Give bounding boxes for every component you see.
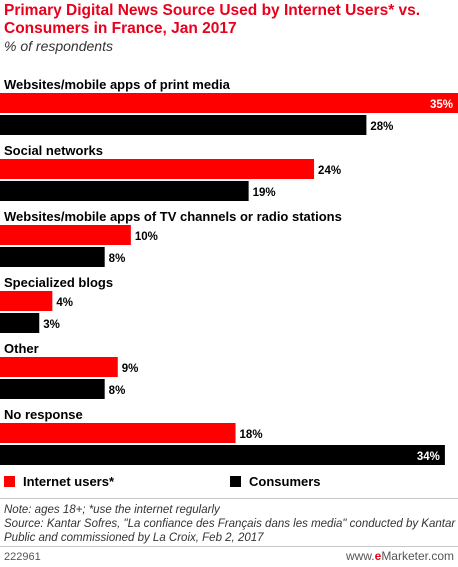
category-label-specialized-blogs: Specialized blogs [4, 275, 113, 290]
footnote: Note: ages 18+; *use the internet regula… [4, 503, 456, 545]
category-label-websites-mobile-apps-of-tv-channels-or-radio-stations: Websites/mobile apps of TV channels or r… [4, 209, 342, 224]
value-label-consumers-websites-mobile-apps-of-print-media: 28% [370, 121, 393, 133]
bar-internet-users-websites-mobile-apps-of-print-media [0, 93, 458, 113]
value-label-internet-users-other: 9% [122, 363, 139, 375]
category-label-no-response: No response [4, 407, 83, 422]
chart-id: 222961 [4, 551, 41, 563]
value-label-consumers-no-response: 34% [417, 451, 440, 463]
note-text: Note: ages 18+; *use the internet regula… [4, 504, 220, 516]
bar-internet-users-other [0, 357, 118, 377]
chart-subtitle: % of respondents [4, 38, 113, 54]
brand-e: e [374, 549, 382, 563]
divider-top [0, 498, 458, 499]
bar-chart: Websites/mobile apps of print media 35% 28… [0, 77, 458, 465]
emarketer-logo: www.eMarketer.com [346, 549, 454, 563]
value-label-consumers-specialized-blogs: 3% [43, 319, 60, 331]
value-label-internet-users-no-response: 18% [240, 429, 263, 441]
legend-swatch-consumers [230, 476, 241, 487]
bar-consumers-websites-mobile-apps-of-tv-channels-or-radio-stations [0, 247, 105, 267]
category-label-social-networks: Social networks [4, 143, 103, 158]
brand-prefix: www. [345, 549, 375, 563]
legend-item-internet-users: Internet users* [4, 474, 114, 489]
bar-consumers-social-networks [0, 181, 249, 201]
chart-title: Primary Digital News Source Used by Inte… [4, 2, 421, 37]
value-label-internet-users-websites-mobile-apps-of-tv-channels-or-radio-stations: 10% [135, 231, 158, 243]
bar-internet-users-no-response [0, 423, 236, 443]
value-label-consumers-websites-mobile-apps-of-tv-channels-or-radio-stations: 8% [109, 253, 126, 265]
legend-label-consumers: Consumers [249, 474, 321, 489]
bar-consumers-other [0, 379, 105, 399]
brand-suffix: Marketer.com [381, 549, 454, 563]
value-label-consumers-social-networks: 19% [253, 187, 276, 199]
bar-internet-users-websites-mobile-apps-of-tv-channels-or-radio-stations [0, 225, 131, 245]
category-label-websites-mobile-apps-of-print-media: Websites/mobile apps of print media [4, 77, 231, 92]
bar-consumers-no-response [0, 445, 445, 465]
bar-consumers-websites-mobile-apps-of-print-media [0, 115, 367, 135]
category-label-other: Other [4, 341, 39, 356]
source-text: Source: Kantar Sofres, "La confiance des… [4, 518, 456, 544]
value-label-internet-users-websites-mobile-apps-of-print-media: 35% [430, 99, 453, 111]
value-label-internet-users-specialized-blogs: 4% [56, 297, 73, 309]
legend-item-consumers: Consumers [230, 474, 321, 489]
value-label-consumers-other: 8% [109, 385, 126, 397]
bar-internet-users-social-networks [0, 159, 315, 179]
legend-swatch-internet-users [4, 476, 15, 487]
chart-legend: Internet users* Consumers [0, 474, 458, 494]
value-label-internet-users-social-networks: 24% [318, 165, 341, 177]
divider-bottom [0, 546, 458, 547]
legend-label-internet-users: Internet users* [23, 474, 115, 489]
bar-internet-users-specialized-blogs [0, 291, 53, 311]
bar-consumers-specialized-blogs [0, 313, 40, 333]
